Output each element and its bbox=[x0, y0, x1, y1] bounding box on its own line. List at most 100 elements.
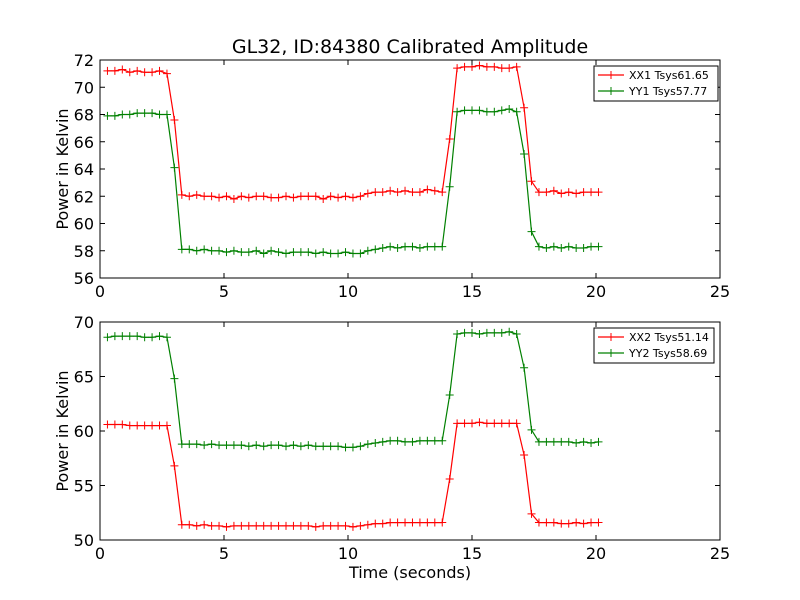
x-axis-label: Time (seconds) bbox=[348, 563, 471, 582]
data-point bbox=[549, 518, 558, 527]
data-point bbox=[482, 62, 491, 71]
data-point bbox=[304, 521, 313, 530]
data-point bbox=[453, 107, 462, 116]
data-point bbox=[460, 419, 469, 428]
data-point bbox=[319, 194, 328, 203]
data-point bbox=[415, 518, 424, 527]
data-point bbox=[401, 242, 410, 251]
data-point bbox=[564, 242, 573, 251]
data-point bbox=[118, 420, 127, 429]
data-point bbox=[356, 192, 365, 201]
data-point bbox=[579, 519, 588, 528]
data-point bbox=[520, 103, 529, 112]
data-point bbox=[579, 188, 588, 197]
y-tick-label: 60 bbox=[74, 422, 94, 441]
y-tick-label: 65 bbox=[74, 368, 94, 387]
data-point bbox=[252, 521, 261, 530]
data-point bbox=[170, 115, 179, 124]
data-point bbox=[200, 245, 209, 254]
data-point bbox=[363, 440, 372, 449]
data-point bbox=[527, 425, 536, 434]
data-point bbox=[408, 518, 417, 527]
data-point bbox=[527, 177, 536, 186]
data-point bbox=[542, 518, 551, 527]
data-point bbox=[453, 329, 462, 338]
data-point bbox=[192, 190, 201, 199]
data-point bbox=[371, 245, 380, 254]
data-point bbox=[549, 437, 558, 446]
x-tick-label: 10 bbox=[338, 544, 358, 563]
data-point bbox=[319, 442, 328, 451]
data-point bbox=[356, 521, 365, 530]
data-point bbox=[296, 192, 305, 201]
data-point bbox=[445, 135, 454, 144]
data-point bbox=[363, 246, 372, 255]
data-point bbox=[386, 186, 395, 195]
data-point bbox=[252, 441, 261, 450]
y-tick-label: 62 bbox=[74, 187, 94, 206]
data-point bbox=[423, 436, 432, 445]
data-point bbox=[594, 242, 603, 251]
legend-label: XX2 Tsys51.14 bbox=[629, 331, 709, 344]
y-tick-label: 66 bbox=[74, 133, 94, 152]
data-point bbox=[215, 521, 224, 530]
data-point bbox=[393, 188, 402, 197]
data-point bbox=[222, 522, 231, 531]
data-point bbox=[282, 192, 290, 201]
data-point bbox=[259, 192, 268, 201]
data-point bbox=[304, 192, 313, 201]
data-point bbox=[527, 227, 536, 236]
data-point bbox=[341, 248, 350, 257]
data-point bbox=[311, 522, 320, 531]
data-point bbox=[520, 363, 529, 372]
data-point bbox=[579, 437, 588, 446]
y-tick-label: 50 bbox=[74, 531, 94, 550]
data-point bbox=[185, 440, 194, 449]
data-point bbox=[363, 520, 372, 529]
data-point bbox=[125, 332, 134, 341]
data-point bbox=[572, 518, 581, 527]
data-point bbox=[274, 193, 283, 202]
data-point bbox=[252, 246, 261, 255]
data-point bbox=[430, 186, 439, 195]
data-point bbox=[356, 249, 365, 258]
x-tick-label: 15 bbox=[462, 544, 482, 563]
data-point bbox=[162, 421, 171, 430]
legend: XX2 Tsys51.14 YY2 Tsys58.69 bbox=[593, 327, 715, 364]
data-point bbox=[460, 106, 469, 115]
data-point bbox=[557, 189, 566, 198]
data-point bbox=[326, 192, 335, 201]
data-point bbox=[148, 109, 157, 118]
data-point bbox=[587, 242, 596, 251]
data-point bbox=[579, 244, 588, 253]
data-point bbox=[140, 333, 149, 342]
data-point bbox=[594, 518, 603, 527]
data-point bbox=[482, 328, 491, 337]
y-tick-label: 64 bbox=[74, 160, 94, 179]
data-point bbox=[423, 242, 432, 251]
data-point bbox=[326, 521, 335, 530]
x-tick-label: 10 bbox=[338, 282, 358, 301]
data-point bbox=[267, 521, 276, 530]
data-point bbox=[237, 441, 246, 450]
chart-title: GL32, ID:84380 Calibrated Amplitude bbox=[232, 36, 588, 58]
data-point bbox=[401, 518, 410, 527]
data-point bbox=[497, 328, 506, 337]
legend-marker bbox=[607, 349, 615, 357]
data-point bbox=[110, 420, 119, 429]
data-point bbox=[453, 64, 462, 73]
data-point bbox=[408, 188, 417, 197]
data-point bbox=[468, 106, 476, 115]
data-point bbox=[587, 188, 596, 197]
data-point bbox=[557, 519, 566, 528]
data-point bbox=[415, 188, 424, 197]
data-point bbox=[319, 521, 328, 530]
data-point bbox=[267, 246, 276, 255]
data-point bbox=[207, 521, 216, 530]
data-point bbox=[103, 333, 112, 342]
data-point bbox=[348, 193, 357, 202]
data-point bbox=[170, 374, 179, 383]
data-point bbox=[348, 522, 357, 531]
legend-box bbox=[593, 65, 719, 102]
